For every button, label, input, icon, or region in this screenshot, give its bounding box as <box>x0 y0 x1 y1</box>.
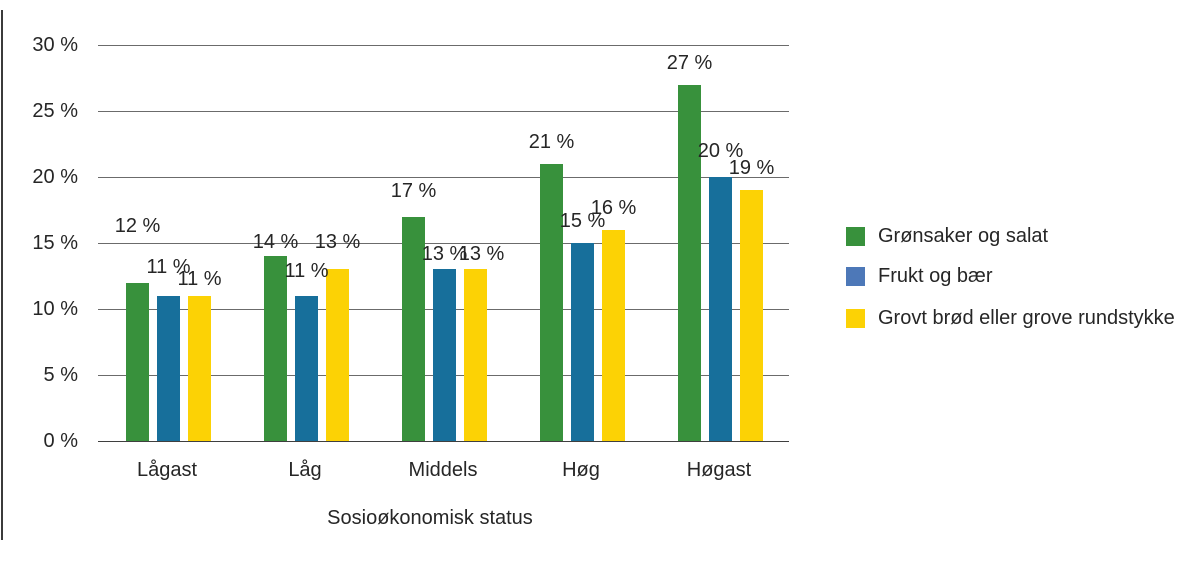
y-tick-label: 15 % <box>32 232 78 254</box>
bar-value-label: 21 % <box>528 130 575 153</box>
bar <box>433 269 456 441</box>
y-tick-label: 0 % <box>43 430 78 452</box>
legend-item: Grønsaker og salat <box>846 225 1048 247</box>
bar-value-label: 17 % <box>390 179 437 202</box>
x-category-label: Høg <box>562 459 600 481</box>
y-tick-label: 30 % <box>32 34 78 56</box>
bar-value-label: 14 % <box>252 231 299 254</box>
y-tick-label: 10 % <box>32 298 78 320</box>
bar <box>464 269 487 441</box>
grid-line <box>98 45 789 46</box>
legend-label: Grønsaker og salat <box>878 225 1049 247</box>
grid-line <box>98 111 789 112</box>
bar <box>264 256 287 441</box>
bar <box>678 84 701 441</box>
legend-item: Frukt og bær <box>846 265 992 287</box>
x-axis-title: Sosioøkonomisk status <box>327 507 533 529</box>
grid-line <box>98 177 789 178</box>
bar-value-label: 15 % <box>559 210 606 232</box>
bar-value-label: 27 % <box>666 51 713 74</box>
x-category-label: Høgast <box>686 459 752 481</box>
bar <box>602 229 625 441</box>
legend-label: Grovt brød eller grove rundstykke <box>878 307 1175 329</box>
x-axis-baseline <box>98 441 789 442</box>
bar <box>157 295 180 441</box>
x-category-label: Lågast <box>136 459 198 481</box>
bar <box>402 216 425 441</box>
bar-value-label: 12 % <box>114 214 161 237</box>
bar-value-label: 11 % <box>146 255 191 278</box>
bar <box>326 269 349 441</box>
bar-value-label: 13 % <box>458 243 505 266</box>
bar <box>709 177 732 441</box>
y-tick-label: 20 % <box>32 166 78 188</box>
bar-value-label: 20 % <box>697 140 744 162</box>
bar <box>571 243 594 441</box>
bar-value-label: 13 % <box>421 243 468 266</box>
figure-left-rule <box>1 10 3 540</box>
bar-value-label: 11 % <box>284 259 329 282</box>
bar <box>740 190 763 441</box>
y-tick-label: 5 % <box>43 364 78 386</box>
bar-value-label: 13 % <box>314 231 361 254</box>
x-category-label: Låg <box>288 459 322 481</box>
grid-line <box>98 243 789 244</box>
x-category-label: Middels <box>408 459 478 481</box>
legend-item: Grovt brød eller grove rundstykke <box>846 307 1175 329</box>
legend-swatch <box>846 308 865 328</box>
bar <box>188 295 211 441</box>
bar-value-label: 11 % <box>177 267 222 290</box>
y-tick-label: 25 % <box>32 100 78 122</box>
legend-swatch <box>846 266 865 286</box>
legend-swatch <box>846 226 865 246</box>
bar <box>295 295 318 441</box>
bar-value-label: 16 % <box>590 196 637 219</box>
legend-label: Frukt og bær <box>878 265 993 287</box>
bar <box>126 282 149 441</box>
bar-value-label: 19 % <box>728 157 775 180</box>
bar <box>540 163 563 441</box>
